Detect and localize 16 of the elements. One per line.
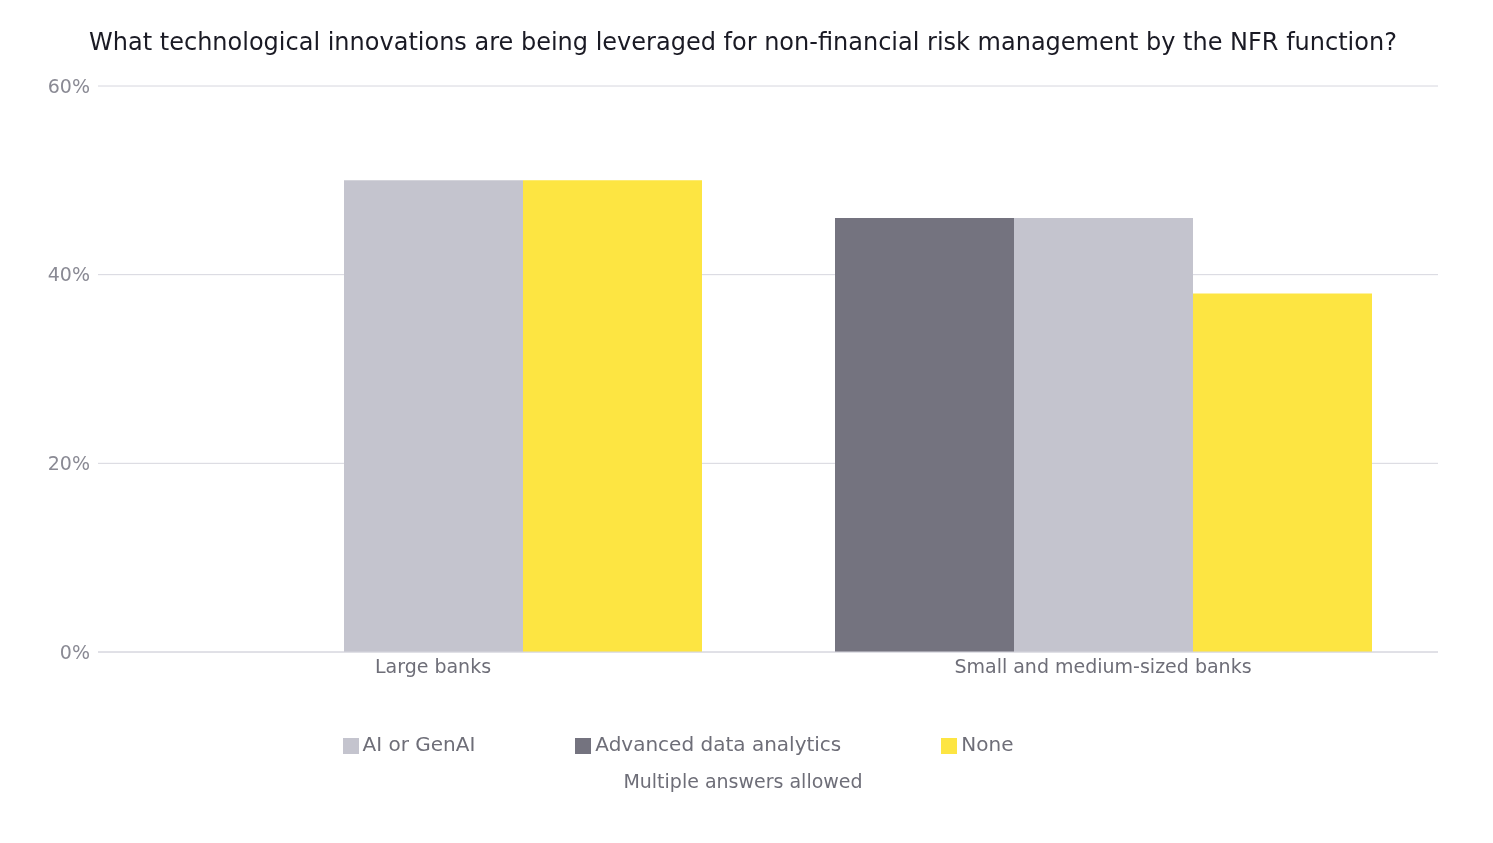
- y-tick-label: 40%: [47, 263, 90, 286]
- y-tick-label: 0%: [59, 640, 90, 663]
- legend-label: Advanced data analytics: [595, 732, 842, 756]
- bar: [344, 180, 523, 652]
- y-tick-label: 20%: [47, 452, 90, 475]
- text: Multiple answers allowed: [622, 770, 864, 792]
- legend-label: AI or GenAI: [362, 732, 476, 756]
- bar: [1014, 218, 1193, 652]
- chart-title: What technological innovations are being leveraged for non-financial risk management by the NFR function?: [88, 27, 1398, 58]
- bar: [1193, 293, 1372, 652]
- legend-label: None: [961, 732, 1014, 756]
- bar: [523, 180, 702, 652]
- x-tick-label: Small and medium-sized banks: [954, 655, 1252, 678]
- y-tick-label: 60%: [47, 74, 90, 97]
- x-tick-label: Large banks: [374, 655, 492, 678]
- bar: [835, 218, 1014, 652]
